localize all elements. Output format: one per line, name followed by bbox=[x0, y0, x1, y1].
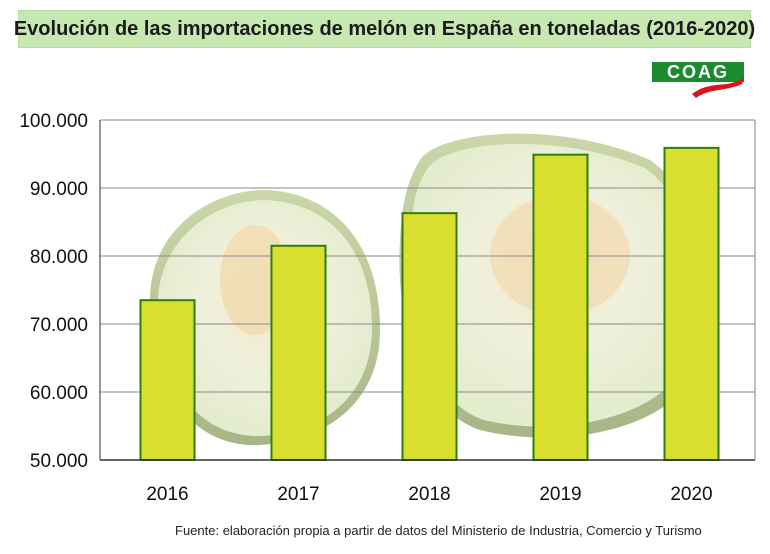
x-tick-label: 2018 bbox=[408, 484, 450, 505]
logo-text: COAG bbox=[667, 62, 729, 82]
x-tick-label: 2016 bbox=[146, 484, 188, 505]
y-tick-label: 70.000 bbox=[30, 315, 88, 336]
chart-title: Evolución de las importaciones de melón … bbox=[13, 17, 756, 40]
bar-2018 bbox=[401, 212, 458, 461]
y-tick-label: 50.000 bbox=[30, 451, 88, 472]
title-banner: Evolución de las importaciones de melón … bbox=[14, 10, 755, 48]
x-tick-label: 2017 bbox=[277, 484, 319, 505]
source-note: Fuente: elaboración propia a partir de d… bbox=[175, 523, 702, 538]
y-axis-ticks: 50.000 60.000 70.000 80.000 90.000 100.000 bbox=[19, 111, 88, 472]
bar-2017 bbox=[270, 244, 327, 461]
y-tick-label: 90.000 bbox=[30, 179, 88, 200]
bar-2020 bbox=[663, 146, 720, 461]
x-tick-label: 2019 bbox=[539, 484, 581, 505]
bar-2016 bbox=[139, 299, 196, 462]
bars-group bbox=[139, 146, 720, 462]
y-tick-label: 60.000 bbox=[30, 383, 88, 404]
y-tick-label: 100.000 bbox=[19, 111, 88, 132]
x-tick-label: 2020 bbox=[670, 484, 712, 505]
bar-2019 bbox=[532, 153, 589, 461]
y-tick-label: 80.000 bbox=[30, 247, 88, 268]
coag-logo: COAG bbox=[652, 62, 744, 98]
x-axis-ticks: 2016 2017 2018 2019 2020 bbox=[146, 484, 712, 505]
